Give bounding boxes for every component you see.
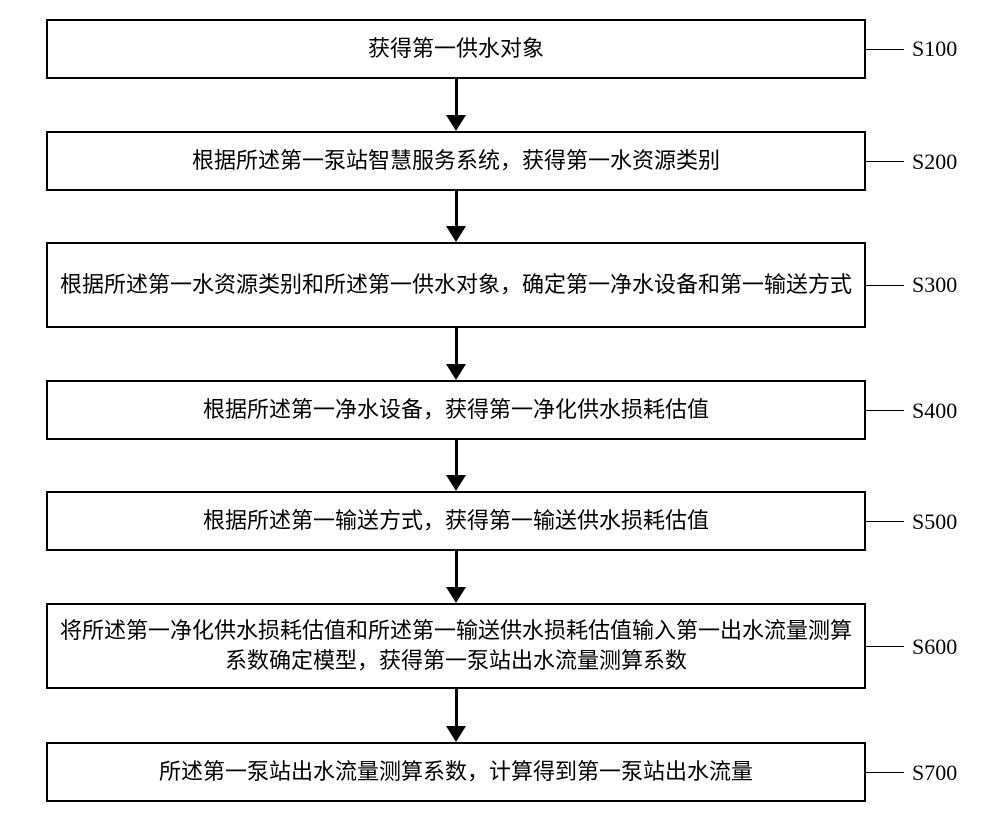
- flow-step-text: 所述第一泵站出水流量测算系数，计算得到第一泵站出水流量: [159, 757, 753, 787]
- flow-arrow-head-icon: [446, 226, 466, 242]
- flow-step-id-label: S700: [912, 760, 957, 786]
- flow-arrow-head-icon: [446, 115, 466, 131]
- flow-step-text: 根据所述第一泵站智慧服务系统，获得第一水资源类别: [192, 146, 720, 176]
- flow-arrow-shaft: [455, 191, 458, 226]
- flow-arrow-shaft: [455, 440, 458, 475]
- flow-step-box: 所述第一泵站出水流量测算系数，计算得到第一泵站出水流量: [46, 742, 866, 802]
- label-connector-line: [866, 49, 904, 50]
- flow-step-box: 根据所述第一输送方式，获得第一输送供水损耗估值: [46, 491, 866, 551]
- flow-step-text: 根据所述第一净水设备，获得第一净化供水损耗估值: [203, 395, 709, 425]
- flow-step-id-label: S500: [912, 509, 957, 535]
- label-connector-line: [866, 410, 904, 411]
- flow-arrow-head-icon: [446, 587, 466, 603]
- flow-arrow-shaft: [455, 689, 458, 726]
- flow-step-box: 根据所述第一泵站智慧服务系统，获得第一水资源类别: [46, 131, 866, 191]
- flow-arrow-head-icon: [446, 726, 466, 742]
- flow-step-box: 根据所述第一净水设备，获得第一净化供水损耗估值: [46, 380, 866, 440]
- flow-step-id-label: S100: [912, 36, 957, 62]
- flow-arrow-shaft: [455, 328, 458, 364]
- flow-step-box: 获得第一供水对象: [46, 19, 866, 79]
- flow-arrow-shaft: [455, 79, 458, 115]
- flow-step-text: 根据所述第一输送方式，获得第一输送供水损耗估值: [203, 506, 709, 536]
- flow-step-text: 获得第一供水对象: [368, 34, 544, 64]
- flowchart-canvas: 获得第一供水对象 S100 根据所述第一泵站智慧服务系统，获得第一水资源类别 S200…: [0, 0, 1000, 825]
- label-connector-line: [866, 161, 904, 162]
- flow-arrow-shaft: [455, 551, 458, 587]
- flow-step-text: 将所述第一净化供水损耗估值和所述第一输送供水损耗估值输入第一出水流量测算系数确定…: [58, 616, 854, 675]
- flow-step-box: 根据所述第一水资源类别和所述第一供水对象，确定第一净水设备和第一输送方式: [46, 242, 866, 328]
- flow-arrow-head-icon: [446, 475, 466, 491]
- flow-step-box: 将所述第一净化供水损耗估值和所述第一输送供水损耗估值输入第一出水流量测算系数确定…: [46, 603, 866, 689]
- flow-step-id-label: S400: [912, 398, 957, 424]
- label-connector-line: [866, 646, 904, 647]
- flow-arrow-head-icon: [446, 364, 466, 380]
- flow-step-id-label: S300: [912, 272, 957, 298]
- flow-step-id-label: S200: [912, 149, 957, 175]
- label-connector-line: [866, 772, 904, 773]
- flow-step-text: 根据所述第一水资源类别和所述第一供水对象，确定第一净水设备和第一输送方式: [60, 270, 852, 300]
- label-connector-line: [866, 521, 904, 522]
- flow-step-id-label: S600: [912, 634, 957, 660]
- label-connector-line: [866, 285, 904, 286]
